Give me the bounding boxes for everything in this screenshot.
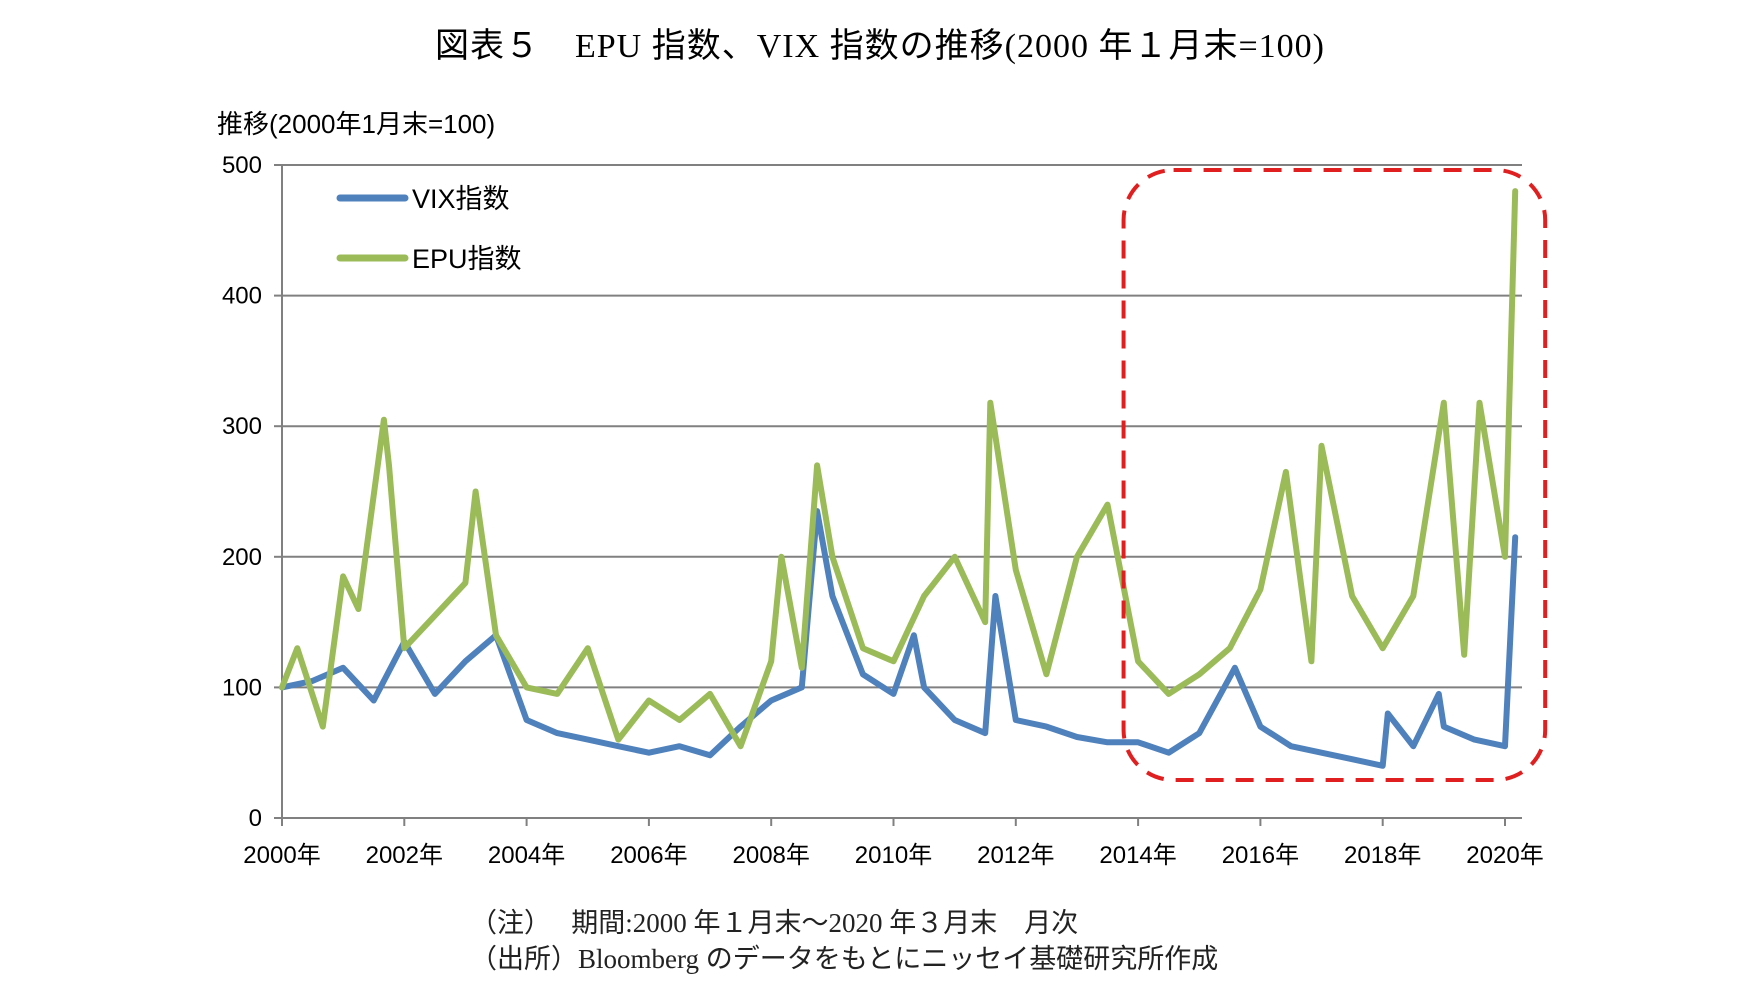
note-period: （注） 期間:2000 年１月末～2020 年３月末 月次 <box>470 908 1079 938</box>
legend-label-vix: VIX指数 <box>412 184 510 214</box>
y-tick-label-200: 200 <box>222 544 262 571</box>
y-tick-label-100: 100 <box>222 674 262 701</box>
y-tick-label-400: 400 <box>222 283 262 310</box>
y-tick-label-0: 0 <box>249 805 262 832</box>
series-lines <box>279 188 1519 769</box>
x-tick-label-3: 2006年 <box>610 842 687 869</box>
x-tick-label-6: 2012年 <box>977 842 1054 869</box>
x-tick-label-7: 2014年 <box>1099 842 1176 869</box>
gridlines <box>282 164 1522 689</box>
x-tick-label-10: 2020年 <box>1466 842 1543 869</box>
x-tick-label-8: 2016年 <box>1222 842 1299 869</box>
footnotes: （注） 期間:2000 年１月末～2020 年３月末 月次 （出所）Bloomb… <box>470 905 1218 977</box>
highlight-region <box>1121 168 1548 782</box>
x-tick-label-4: 2008年 <box>733 842 810 869</box>
y-axis-label: 推移(2000年1月末=100) <box>217 109 495 139</box>
x-tick-label-2: 2004年 <box>488 842 565 869</box>
legend-label-epu: EPU指数 <box>412 244 522 274</box>
x-tick-label-0: 2000年 <box>243 842 320 869</box>
axes: 0 100 200 300 400 500 2000年 2002年 2004年 2006年 2008… <box>222 152 1544 869</box>
legend: VIX指数 EPU指数 <box>336 184 522 274</box>
x-tick-label-1: 2002年 <box>366 842 443 869</box>
y-tick-label-500: 500 <box>222 152 262 179</box>
highlight-box <box>1121 168 1548 782</box>
chart-title: 図表５ EPU 指数、VIX 指数の推移(2000 年１月末=100) <box>435 28 1325 65</box>
y-tick-label-300: 300 <box>222 413 262 440</box>
x-tick-label-5: 2010年 <box>855 842 932 869</box>
x-tick-label-9: 2018年 <box>1344 842 1421 869</box>
line-chart: 0 100 200 300 400 500 2000年 2002年 2004年 2006年 2008… <box>217 109 1548 869</box>
note-source: （出所）Bloomberg のデータをもとにニッセイ基礎研究所作成 <box>470 944 1219 974</box>
